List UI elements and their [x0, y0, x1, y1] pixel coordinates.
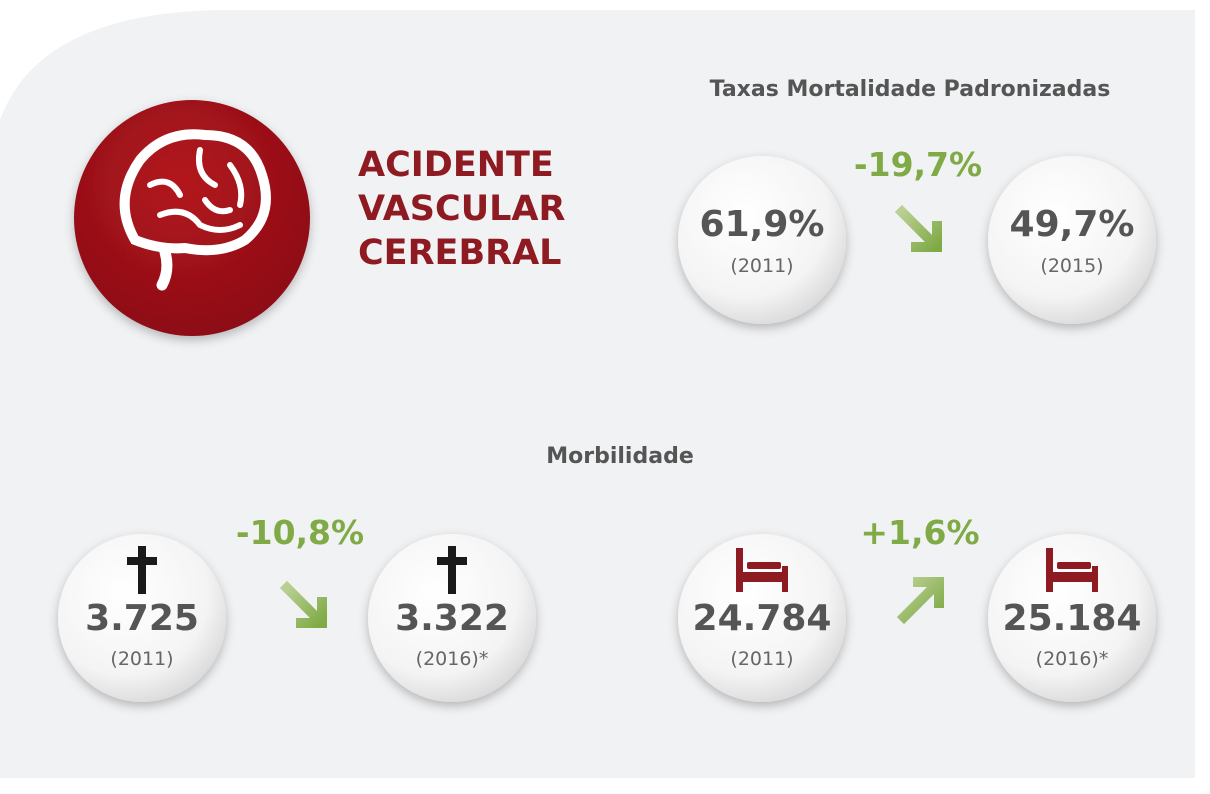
- stat-year: (2016)*: [1036, 648, 1109, 670]
- title-line: CEREBRAL: [358, 233, 561, 273]
- stat-circle: 49,7% (2015): [988, 156, 1156, 324]
- stat-circle: 24.784 (2011): [678, 534, 846, 702]
- section-title: Taxas Mortalidade Padronizadas: [710, 77, 1111, 102]
- stat-value: 3.322: [395, 598, 509, 639]
- stat-value: 24.784: [693, 598, 832, 639]
- arrow-down: [894, 204, 943, 253]
- stat-circle: 25.184 (2016)*: [988, 534, 1156, 702]
- stat-year: (2011): [730, 255, 793, 277]
- stat-circle: 61,9% (2011): [678, 156, 846, 324]
- stat-value: 3.725: [85, 598, 199, 639]
- stat-value: 25.184: [1003, 598, 1142, 639]
- arrow-up: [896, 576, 945, 625]
- stat-value: 49,7%: [1010, 204, 1135, 245]
- brain-badge: [74, 100, 310, 336]
- stat-year: (2011): [730, 648, 793, 670]
- arrow-down: [279, 580, 328, 629]
- stat-year: (2011): [110, 648, 173, 670]
- change: -10,8%: [236, 513, 364, 552]
- title-line: ACIDENTE: [358, 145, 554, 185]
- stat-year: (2015): [1040, 255, 1103, 277]
- change: +1,6%: [860, 513, 979, 552]
- title-line: VASCULAR: [358, 189, 566, 229]
- stat-year: (2016)*: [416, 648, 489, 670]
- stat-value: 61,9%: [700, 204, 825, 245]
- change: -19,7%: [854, 145, 982, 184]
- stat-circle: 3.322 (2016)*: [368, 534, 536, 702]
- section-title: Morbilidade: [546, 444, 694, 469]
- stat-circle: 3.725 (2011): [58, 534, 226, 702]
